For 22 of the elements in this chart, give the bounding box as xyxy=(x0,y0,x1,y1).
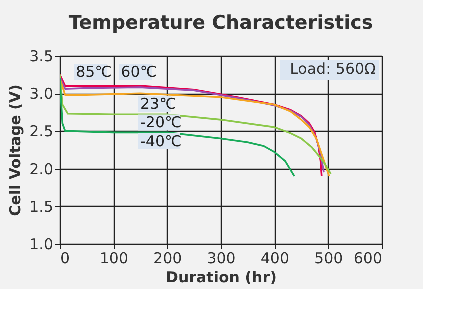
y-tick-label: 3.5 xyxy=(30,48,54,66)
y-tick-label: 3.0 xyxy=(30,85,54,104)
x-tick-label: 100 xyxy=(100,250,128,268)
chart-title: Temperature Characteristics xyxy=(68,12,374,34)
series-label: 85℃ xyxy=(76,62,112,81)
series-label: -20℃ xyxy=(140,114,182,132)
y-tick-label: 1.5 xyxy=(30,198,54,216)
x-tick-label: 200 xyxy=(154,250,182,268)
y-tick-label: 2.0 xyxy=(30,160,54,178)
x-tick-label: 300 xyxy=(207,250,236,268)
y-tick-label: 1.0 xyxy=(30,236,54,254)
x-tick-label: 400 xyxy=(260,250,290,268)
x-tick-label: 0 xyxy=(60,250,70,268)
series-label: -40℃ xyxy=(140,132,182,151)
y-axis-title: Cell Voltage (V) xyxy=(6,84,25,216)
x-tick-label: 500 xyxy=(314,250,344,268)
series-label: 23℃ xyxy=(140,94,176,113)
x-axis-title: Duration (hr) xyxy=(166,268,277,286)
series-label: 60℃ xyxy=(121,62,158,81)
annotation: Load: 560Ω xyxy=(290,60,376,78)
x-tick-label: 600 xyxy=(354,250,382,268)
y-tick-label: 2.5 xyxy=(30,122,54,141)
